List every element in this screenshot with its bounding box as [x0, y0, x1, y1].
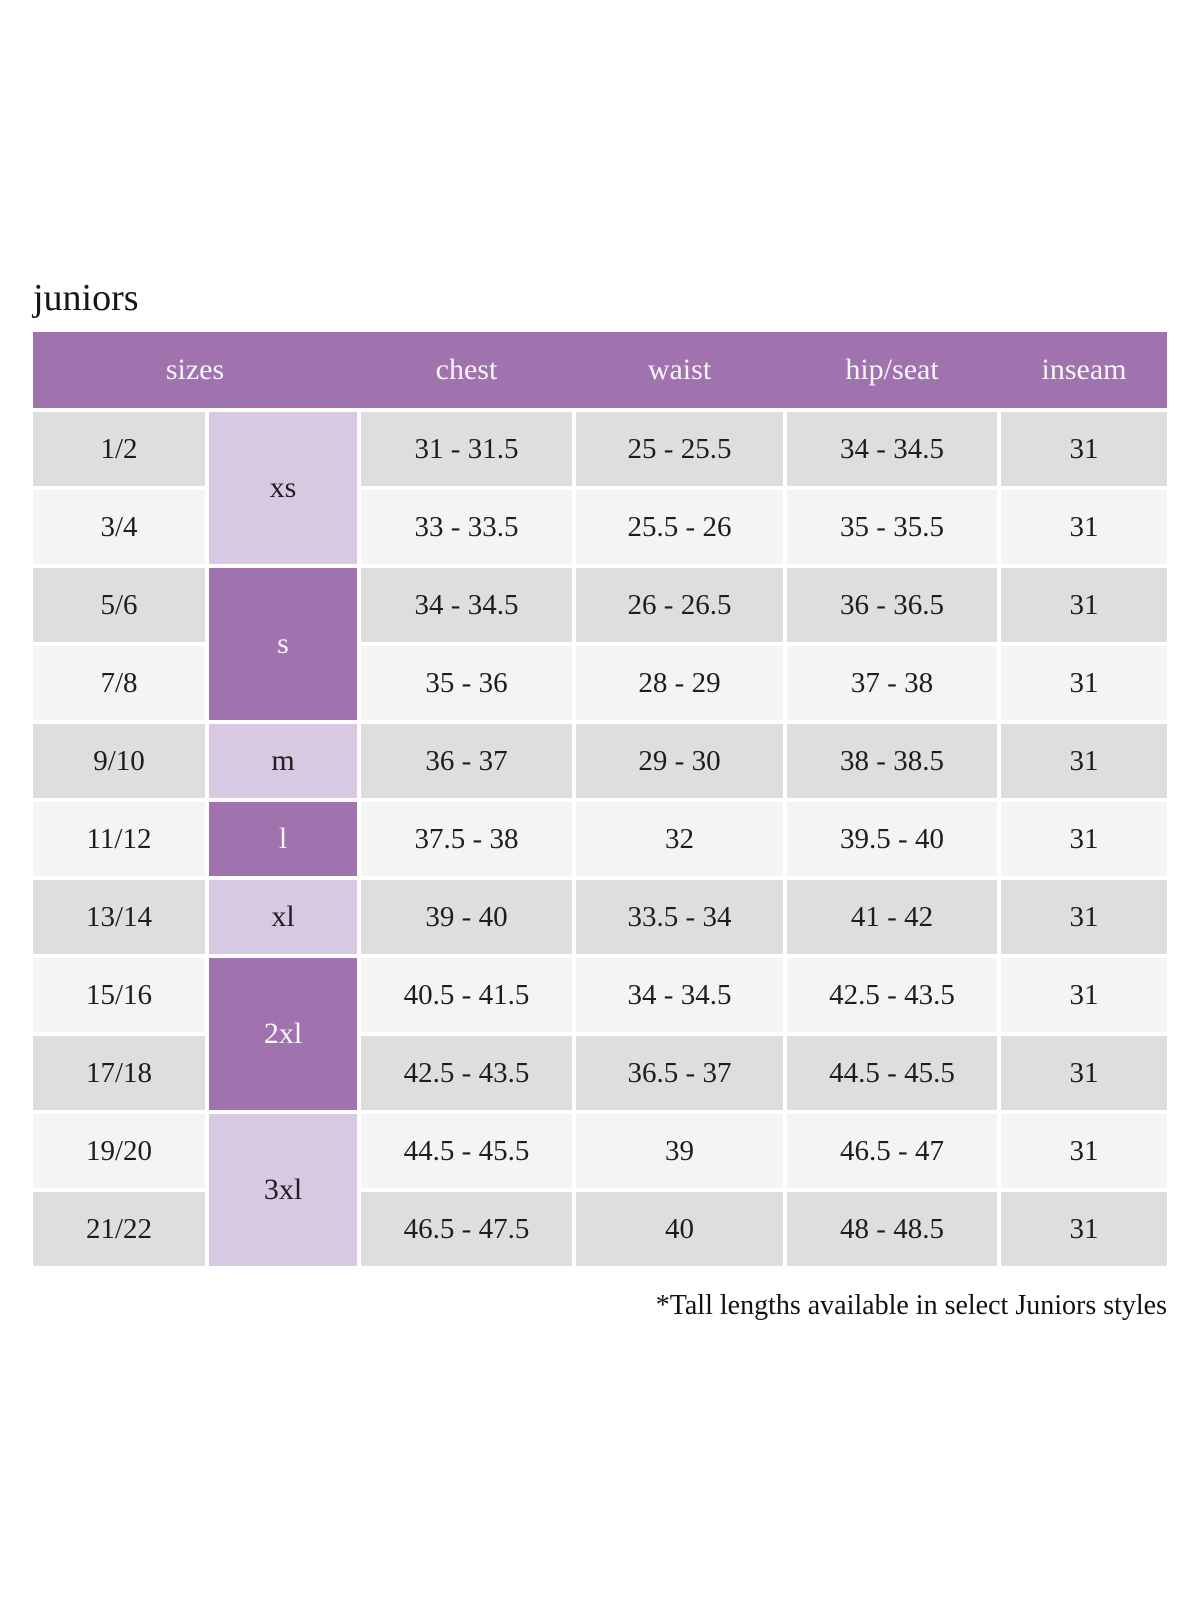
- chest-cell: 31 - 31.5: [361, 412, 572, 486]
- size-cell: 1/2: [33, 412, 205, 486]
- inseam-cell: 31: [1001, 958, 1167, 1032]
- size-cell: 19/20: [33, 1114, 205, 1188]
- inseam-cell: 31: [1001, 1036, 1167, 1110]
- hip-seat-cell: 37 - 38: [787, 646, 997, 720]
- waist-cell: 39: [576, 1114, 783, 1188]
- chest-cell: 37.5 - 38: [361, 802, 572, 876]
- chest-cell: 44.5 - 45.5: [361, 1114, 572, 1188]
- inseam-cell: 31: [1001, 880, 1167, 954]
- waist-cell: 32: [576, 802, 783, 876]
- column-header-sizes: sizes: [165, 353, 225, 386]
- inseam-cell: 31: [1001, 568, 1167, 642]
- chest-cell: 40.5 - 41.5: [361, 958, 572, 1032]
- page-title: juniors: [33, 277, 139, 319]
- table-body: 1/2 xs 31 - 31.5 25 - 25.5 34 - 34.5 31 …: [33, 412, 1167, 1266]
- column-header-hip-seat: hip/seat: [845, 353, 939, 386]
- hip-seat-cell: 41 - 42: [787, 880, 997, 954]
- waist-cell: 25 - 25.5: [576, 412, 783, 486]
- waist-cell: 34 - 34.5: [576, 958, 783, 1032]
- waist-cell: 26 - 26.5: [576, 568, 783, 642]
- size-cell: 15/16: [33, 958, 205, 1032]
- size-group-cell-2xl: 2xl: [209, 958, 357, 1110]
- column-header-inseam: inseam: [1041, 353, 1127, 386]
- chest-cell: 39 - 40: [361, 880, 572, 954]
- inseam-cell: 31: [1001, 724, 1167, 798]
- chest-cell: 36 - 37: [361, 724, 572, 798]
- juniors-size-chart-table: sizes chest waist hip/seat inseam 1/2 xs…: [33, 332, 1167, 1266]
- size-cell: 9/10: [33, 724, 205, 798]
- column-header-waist: waist: [647, 353, 712, 386]
- chest-cell: 33 - 33.5: [361, 490, 572, 564]
- size-cell: 21/22: [33, 1192, 205, 1266]
- size-group-cell-m: m: [209, 724, 357, 798]
- waist-cell: 36.5 - 37: [576, 1036, 783, 1110]
- waist-cell: 40: [576, 1192, 783, 1266]
- waist-cell: 33.5 - 34: [576, 880, 783, 954]
- tall-lengths-footnote: *Tall lengths available in select Junior…: [655, 1290, 1167, 1321]
- column-header-chest: chest: [435, 353, 498, 386]
- waist-cell: 28 - 29: [576, 646, 783, 720]
- size-cell: 11/12: [33, 802, 205, 876]
- chest-cell: 46.5 - 47.5: [361, 1192, 572, 1266]
- waist-cell: 29 - 30: [576, 724, 783, 798]
- size-cell: 5/6: [33, 568, 205, 642]
- inseam-cell: 31: [1001, 490, 1167, 564]
- size-group-cell-xs: xs: [209, 412, 357, 564]
- hip-seat-cell: 44.5 - 45.5: [787, 1036, 997, 1110]
- table-header-row: sizes chest waist hip/seat inseam: [33, 332, 1167, 408]
- inseam-cell: 31: [1001, 646, 1167, 720]
- size-group-cell-xl: xl: [209, 880, 357, 954]
- chest-cell: 42.5 - 43.5: [361, 1036, 572, 1110]
- hip-seat-cell: 36 - 36.5: [787, 568, 997, 642]
- hip-seat-cell: 46.5 - 47: [787, 1114, 997, 1188]
- inseam-cell: 31: [1001, 802, 1167, 876]
- chest-cell: 35 - 36: [361, 646, 572, 720]
- size-cell: 3/4: [33, 490, 205, 564]
- waist-cell: 25.5 - 26: [576, 490, 783, 564]
- hip-seat-cell: 42.5 - 43.5: [787, 958, 997, 1032]
- size-group-cell-l: l: [209, 802, 357, 876]
- hip-seat-cell: 34 - 34.5: [787, 412, 997, 486]
- size-group-cell-3xl: 3xl: [209, 1114, 357, 1266]
- size-cell: 7/8: [33, 646, 205, 720]
- hip-seat-cell: 38 - 38.5: [787, 724, 997, 798]
- inseam-cell: 31: [1001, 412, 1167, 486]
- hip-seat-cell: 48 - 48.5: [787, 1192, 997, 1266]
- inseam-cell: 31: [1001, 1192, 1167, 1266]
- size-cell: 17/18: [33, 1036, 205, 1110]
- size-group-cell-s: s: [209, 568, 357, 720]
- size-cell: 13/14: [33, 880, 205, 954]
- hip-seat-cell: 35 - 35.5: [787, 490, 997, 564]
- chest-cell: 34 - 34.5: [361, 568, 572, 642]
- inseam-cell: 31: [1001, 1114, 1167, 1188]
- hip-seat-cell: 39.5 - 40: [787, 802, 997, 876]
